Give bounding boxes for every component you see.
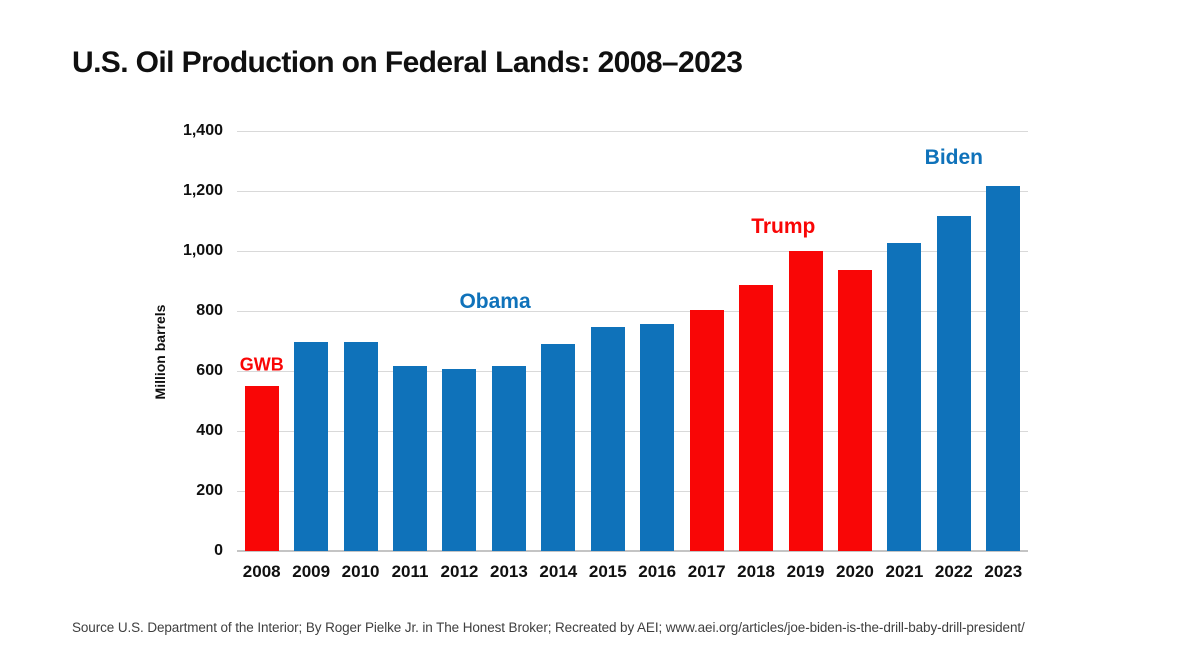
bar-2016 — [640, 324, 674, 551]
gridline-600 — [237, 371, 1028, 372]
xtick-label-2009: 2009 — [292, 562, 331, 581]
bar-2011 — [393, 366, 427, 551]
ytick-label-1,400: 1,400 — [182, 122, 223, 139]
y-axis-title: Million barrels — [152, 304, 168, 400]
page-title: U.S. Oil Production on Federal Lands: 20… — [72, 46, 743, 79]
gridline-1,000 — [237, 251, 1028, 252]
ytick-label-600: 600 — [196, 362, 223, 379]
bar-2017 — [690, 310, 724, 551]
ytick-label-0: 0 — [214, 542, 223, 559]
xtick-label-2016: 2016 — [638, 562, 677, 581]
annotation-biden: Biden — [924, 146, 984, 169]
xtick-label-2014: 2014 — [539, 562, 578, 581]
xtick-label-2013: 2013 — [489, 562, 528, 581]
xtick-label-2008: 2008 — [242, 562, 281, 581]
xtick-label-2011: 2011 — [391, 562, 429, 581]
gridline-400 — [237, 431, 1028, 432]
bar-2014 — [541, 344, 575, 551]
xtick-label-2015: 2015 — [588, 562, 627, 581]
bar-2012 — [442, 369, 476, 551]
xtick-label-2019: 2019 — [786, 562, 825, 581]
x-axis-baseline — [237, 550, 1028, 552]
bar-chart-plot-area: 0 200 400 600 800 1,000 1,200 1,400 2008 2009 2010… — [183, 122, 1028, 581]
bar-2022 — [937, 216, 971, 551]
gridline-200 — [237, 491, 1028, 492]
source-note: Source U.S. Department of the Interior; … — [72, 620, 1025, 635]
annotation-gwb: GWB — [239, 354, 284, 375]
bar-2019 — [789, 251, 823, 551]
ytick-label-200: 200 — [196, 482, 223, 499]
bar-2013 — [492, 366, 526, 551]
gridline-1,200 — [237, 191, 1028, 192]
bar-2021 — [887, 243, 921, 551]
xtick-label-2020: 2020 — [836, 562, 874, 581]
bar-2018 — [739, 285, 773, 551]
xtick-label-2017: 2017 — [687, 562, 726, 581]
xtick-label-2022: 2022 — [934, 562, 973, 581]
bar-2010 — [344, 342, 378, 551]
bar-2020 — [838, 270, 872, 551]
xtick-label-2018: 2018 — [737, 562, 776, 581]
xtick-label-2012: 2012 — [440, 562, 479, 581]
bar-2008 — [245, 386, 279, 551]
gridline-800 — [237, 311, 1028, 312]
ytick-label-800: 800 — [196, 302, 223, 319]
xtick-label-2010: 2010 — [341, 562, 380, 581]
ytick-label-400: 400 — [196, 422, 223, 439]
xtick-label-2023: 2023 — [984, 562, 1023, 581]
bar-2015 — [591, 327, 625, 551]
ytick-label-1,000: 1,000 — [182, 242, 223, 259]
xtick-label-2021: 2021 — [885, 562, 924, 581]
annotation-trump: Trump — [751, 215, 816, 238]
bar-2023 — [986, 186, 1020, 551]
ytick-label-1,200: 1,200 — [182, 182, 223, 199]
bar-2009 — [294, 342, 328, 551]
gridline-1,400 — [237, 131, 1028, 132]
annotation-obama: Obama — [459, 290, 531, 313]
